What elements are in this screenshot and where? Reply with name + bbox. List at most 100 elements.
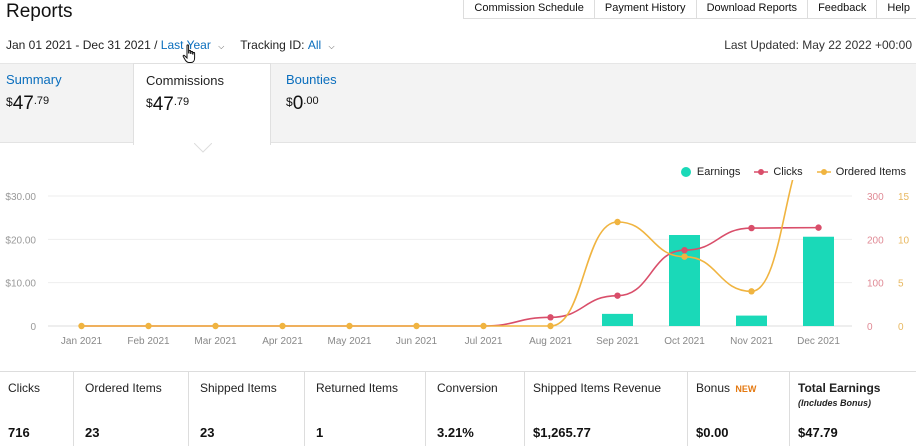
stat-value: 23: [85, 425, 100, 440]
commission-schedule-link[interactable]: Commission Schedule: [463, 0, 594, 19]
currency-symbol: $: [6, 95, 13, 109]
stat-label: Returned Items: [316, 381, 399, 395]
period-label: Last Year: [160, 38, 211, 52]
period-dropdown[interactable]: Last Year ⌵: [161, 38, 224, 52]
chevron-down-icon: ⌵: [218, 42, 225, 51]
y-tick-right-clicks: 200: [867, 235, 884, 246]
y-tick-right-clicks: 0: [867, 322, 873, 333]
stat-label: Total Earnings: [798, 381, 881, 395]
ordered-items-point: [212, 322, 219, 330]
y-tick-left: 0: [30, 322, 36, 333]
ordered-items-point: [748, 288, 755, 295]
tracking-id-value: All: [307, 38, 322, 52]
stat-returned-items: Returned Items 1: [305, 372, 426, 446]
stat-conversion: Conversion 3.21%: [426, 372, 525, 446]
amount-cents: .00: [303, 95, 319, 107]
tracking-id-label: Tracking ID:: [240, 38, 305, 52]
payment-history-link[interactable]: Payment History: [593, 0, 696, 19]
tab-summary[interactable]: Summary $47.79: [0, 63, 132, 143]
legend-clicks[interactable]: Clicks: [754, 166, 803, 178]
hand-cursor-icon: [182, 44, 196, 63]
stats-bar: Clicks 716 Ordered Items 23 Shipped Item…: [0, 371, 916, 446]
x-tick-label: Sep 2021: [596, 336, 639, 347]
tab-bounties[interactable]: Bounties $0.00: [280, 63, 420, 143]
stat-sublabel: (Includes Bonus): [798, 398, 872, 408]
tab-bounties-amount: $0.00: [286, 93, 414, 115]
y-tick-left: $10.00: [5, 279, 36, 290]
clicks-point: [815, 224, 822, 231]
x-tick-label: Oct 2021: [664, 336, 705, 347]
ordered-items-point: [413, 322, 420, 330]
legend-earnings[interactable]: Earnings: [680, 166, 740, 178]
ordered-items-point: [145, 322, 152, 330]
date-range-text: Jan 01 2021 - Dec 31 2021 /: [6, 38, 158, 52]
stat-value: $0.00: [696, 425, 729, 440]
currency-symbol: $: [146, 96, 153, 110]
page-title: Reports: [6, 1, 73, 22]
stat-value: 23: [200, 425, 215, 440]
earnings-bar: [602, 313, 633, 326]
legend-ordered-items-label: Ordered Items: [835, 166, 906, 178]
top-links: Commission Schedule Payment History Down…: [463, 0, 916, 19]
ordered-items-point: [279, 322, 286, 330]
stat-value: $47.79: [798, 425, 838, 440]
earnings-bar: [803, 236, 834, 326]
stat-label: Shipped Items: [200, 381, 277, 395]
stat-label: Clicks: [8, 381, 40, 395]
ordered-items-line: [81, 180, 794, 327]
y-tick-left: $20.00: [5, 235, 36, 246]
ordered-items-point: [614, 218, 621, 226]
x-tick-label: Apr 2021: [262, 336, 303, 347]
legend-ordered-items[interactable]: Ordered Items: [816, 166, 906, 178]
y-tick-left: $30.00: [5, 192, 36, 203]
stat-shipped-items: Shipped Items 23: [189, 372, 305, 446]
tab-bounties-label: Bounties: [286, 72, 337, 87]
help-link[interactable]: Help: [876, 0, 916, 19]
chart-legend: Earnings Clicks Ordered Items: [666, 166, 906, 178]
stat-value: $1,265.77: [533, 425, 591, 440]
y-tick-right-clicks: 100: [867, 279, 884, 290]
stat-value: 716: [8, 425, 30, 440]
legend-earnings-label: Earnings: [696, 166, 741, 178]
clicks-point: [748, 224, 755, 232]
x-tick-label: Jan 2021: [61, 336, 103, 347]
ordered-items-point: [480, 322, 487, 330]
stat-label: Shipped Items Revenue: [533, 381, 662, 395]
x-tick-label: May 2021: [328, 336, 372, 347]
stat-shipped-items-revenue: Shipped Items Revenue $1,265.77: [525, 372, 688, 446]
active-tab-pointer-icon: [194, 143, 212, 153]
x-tick-label: Mar 2021: [194, 336, 237, 347]
tab-commissions-label: Commissions: [146, 73, 225, 88]
y-tick-right-items: 0: [898, 322, 904, 333]
clicks-line: [81, 226, 819, 327]
tracking-id-dropdown[interactable]: All ⌵: [308, 38, 335, 52]
y-tick-right-items: 10: [898, 235, 910, 246]
x-tick-label: Jun 2021: [396, 336, 438, 347]
tab-commissions[interactable]: Commissions $47.79: [133, 63, 271, 145]
x-tick-label: Dec 2021: [797, 336, 840, 347]
ordered-items-point: [681, 253, 688, 260]
amount-whole: 0: [292, 93, 304, 114]
clicks-point: [681, 246, 688, 254]
feedback-link[interactable]: Feedback: [807, 0, 877, 19]
y-tick-right-items: 15: [898, 192, 910, 203]
legend-clicks-label: Clicks: [773, 166, 803, 178]
amount-cents: .79: [173, 96, 190, 108]
ordered-items-point: [346, 322, 353, 330]
clicks-point: [547, 314, 554, 321]
amount-whole: 47: [12, 93, 34, 114]
earnings-bar: [736, 315, 767, 326]
download-reports-link[interactable]: Download Reports: [695, 0, 808, 19]
x-tick-label: Nov 2021: [730, 336, 773, 347]
earnings-chart: $30.00 $20.00 $10.00 0 300 200 100 0 15 10 5 0 Jan 2…: [5, 180, 910, 347]
tab-summary-label: Summary: [6, 72, 62, 87]
x-tick-label: Jul 2021: [465, 336, 503, 347]
stat-ordered-items: Ordered Items 23: [74, 372, 189, 446]
filter-bar: Jan 01 2021 - Dec 31 2021 / Last Year ⌵ …: [6, 38, 335, 52]
chevron-down-icon: ⌵: [328, 42, 335, 51]
stat-value: 1: [316, 425, 324, 440]
stat-clicks: Clicks 716: [0, 372, 74, 446]
last-updated-text: Last Updated: May 22 2022 +00:00: [724, 38, 912, 52]
stat-bonus: Bonus NEW $0.00: [688, 372, 790, 446]
stat-total-earnings: Total Earnings (Includes Bonus) $47.79: [790, 372, 916, 446]
